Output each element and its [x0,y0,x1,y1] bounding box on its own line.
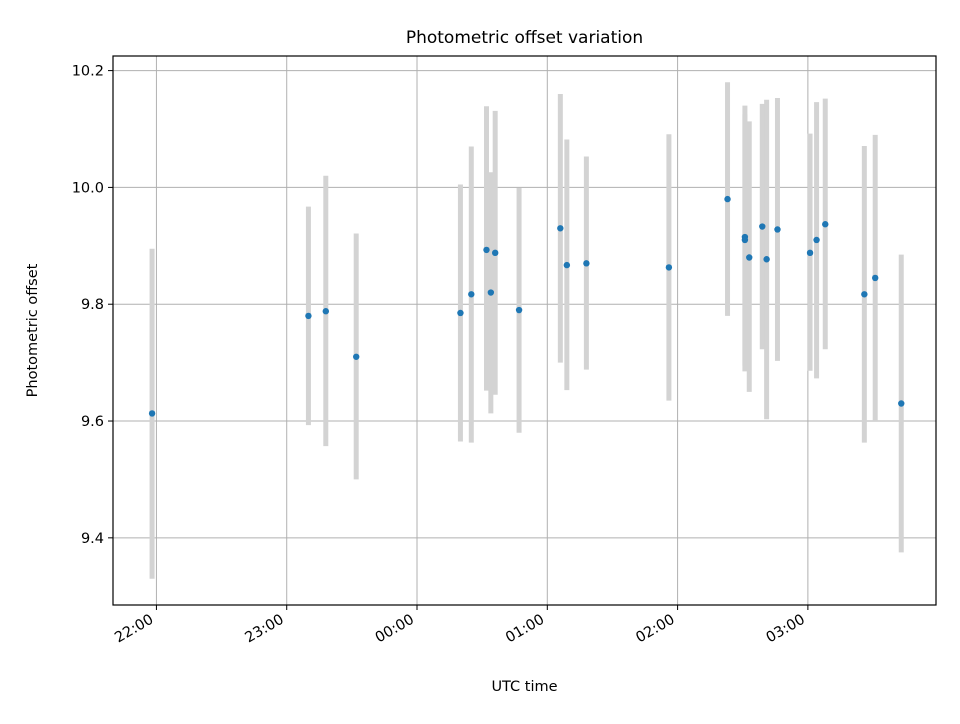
y-tick-label: 9.6 [81,414,104,430]
y-axis-ticks: 9.4 9.6 9.8 10.0 10.2 [72,64,113,547]
data-point [487,289,495,296]
data-points [148,195,905,417]
chart-title: Photometric offset variation [406,28,643,48]
y-tick-label: 10.2 [72,64,104,80]
data-point [759,223,766,230]
plot-frame [112,55,937,606]
data-point [665,264,673,271]
y-axis-label: Photometric offset [25,263,41,397]
data-point [148,410,156,417]
x-axis-label: UTC time [491,679,557,695]
data-point [741,236,749,244]
data-point [806,249,814,257]
data-point [353,353,360,360]
y-tick-label: 9.4 [81,531,104,547]
grid-lines [113,56,936,605]
data-point [457,309,464,317]
data-point [563,261,571,269]
y-tick-label: 9.8 [81,297,104,313]
data-point [468,291,475,298]
data-point [813,236,820,244]
data-point [898,400,905,407]
data-point [763,256,770,263]
data-point [724,195,731,203]
data-point [583,260,590,267]
data-point [491,249,499,257]
data-point [822,221,829,228]
data-point [861,291,868,298]
data-point [774,226,781,233]
data-point [515,306,523,314]
data-point [483,246,490,254]
data-point [871,274,879,282]
data-point [557,225,564,232]
data-point [305,312,312,320]
data-point [746,254,753,261]
y-tick-label: 10.0 [72,180,104,196]
data-point [322,308,330,315]
